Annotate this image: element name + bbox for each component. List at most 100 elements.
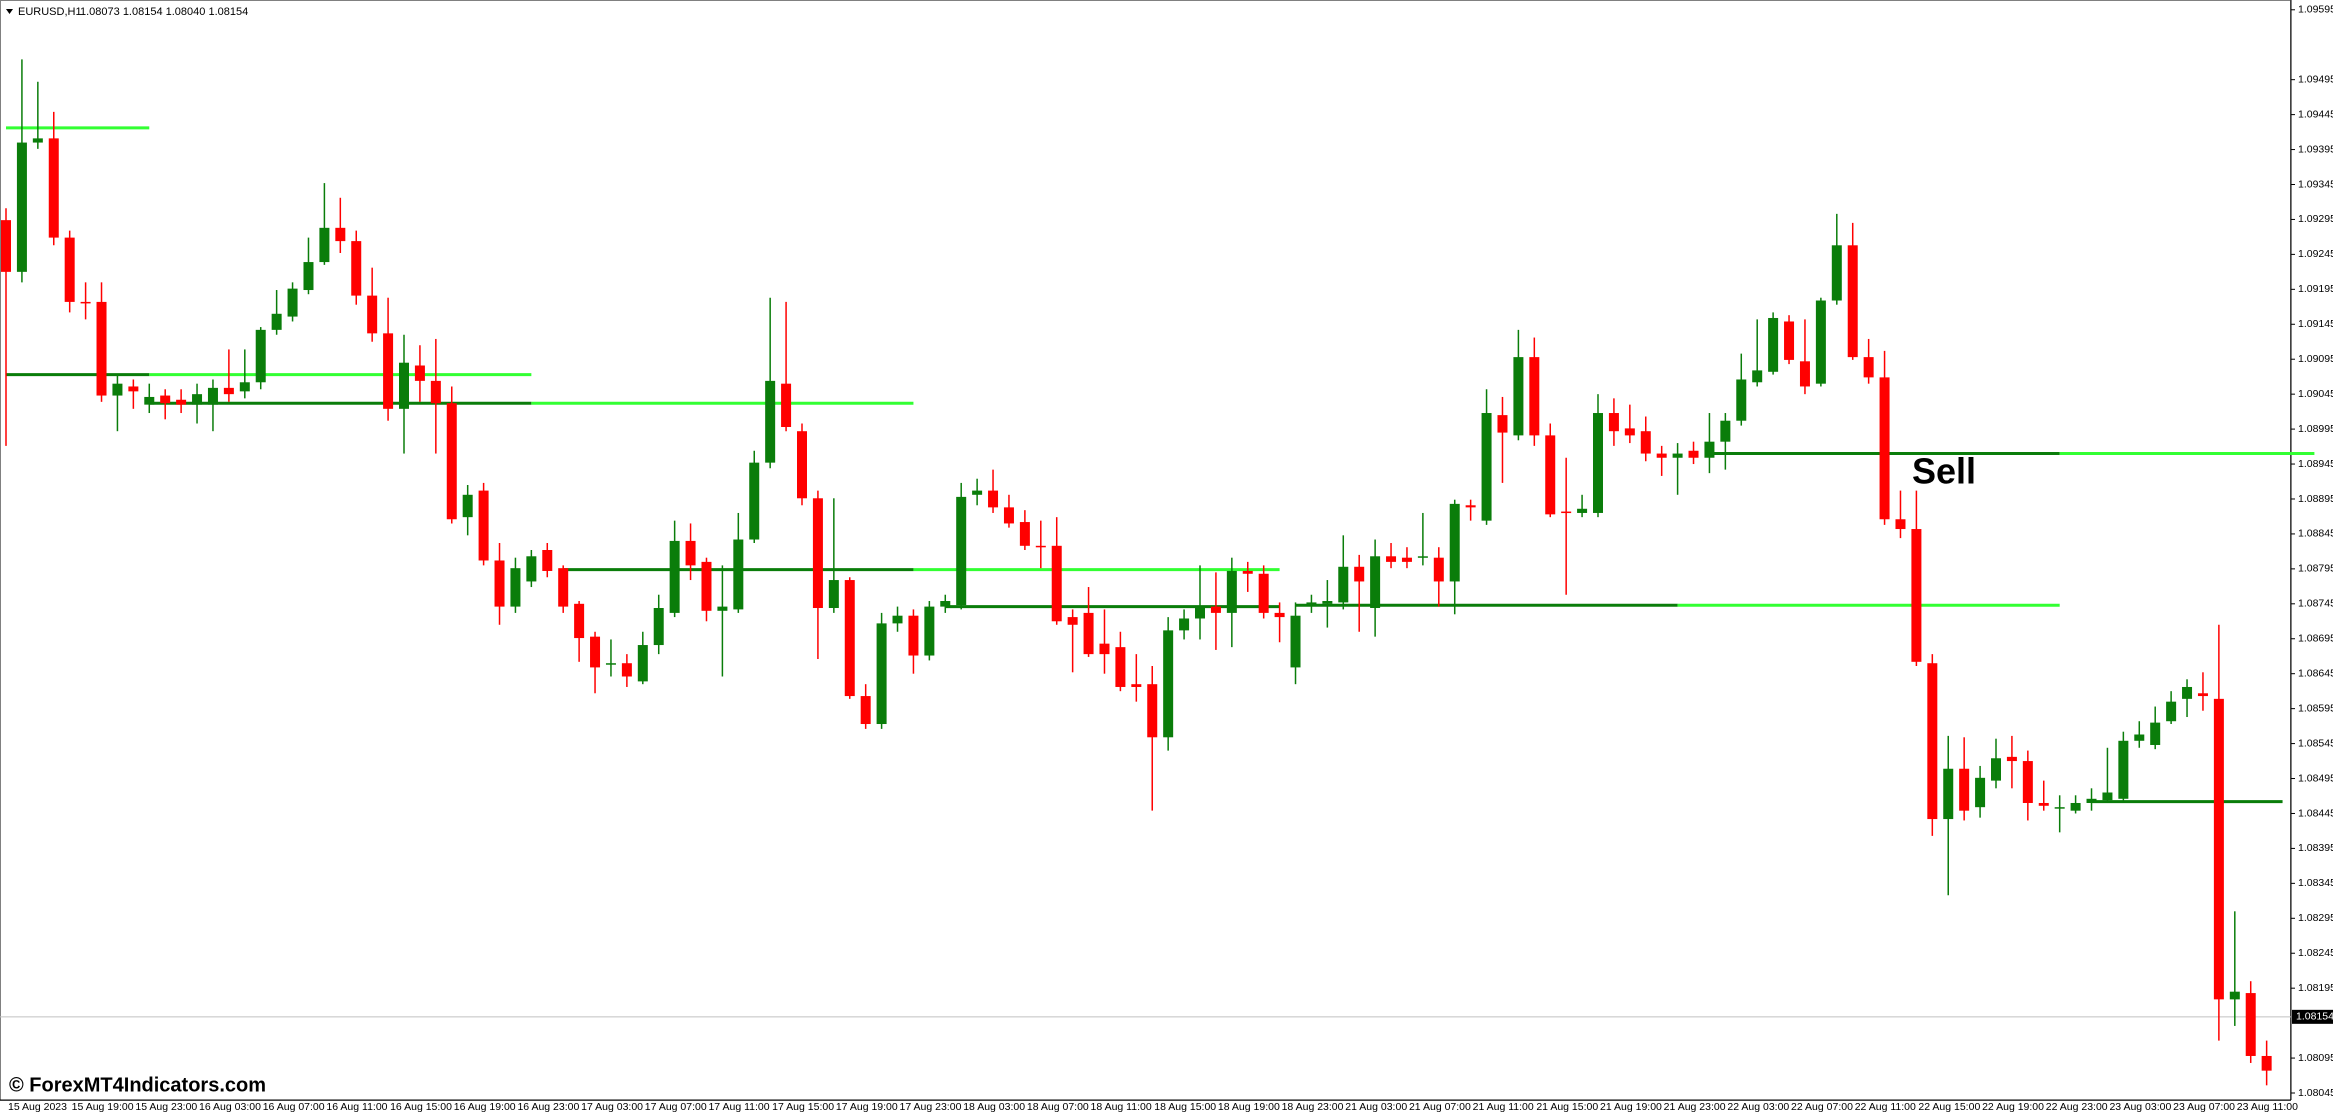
y-tick-label: 1.08595 [2298,702,2333,714]
x-tick-label: 18 Aug 15:00 [1154,1101,1216,1113]
candle-body [510,568,521,607]
x-tick-label: 21 Aug 11:00 [1473,1101,1534,1113]
candle-body [860,696,871,725]
candle-body [749,462,760,540]
y-tick-label: 1.08645 [2298,667,2333,679]
candle-body [1147,684,1158,738]
candle-body [1879,377,1890,520]
menu-triangle[interactable] [6,9,13,14]
candle-body [1529,357,1540,436]
candle-body [1083,612,1094,655]
candle-body [765,380,776,463]
candle-body [128,386,139,392]
candle-body [2197,693,2208,697]
y-tick-label: 1.08295 [2298,912,2333,924]
candle-body [1831,245,1842,301]
x-tick-label: 22 Aug 03:00 [1727,1101,1789,1113]
candle-body [1226,570,1237,613]
symbol-title: EURUSD,H1 [18,6,82,18]
candle-body [351,241,362,296]
candle-body [319,227,330,263]
y-tick-label: 1.08195 [2298,982,2333,994]
candle-body [1608,413,1619,432]
x-tick-label: 17 Aug 23:00 [900,1101,962,1113]
candle-body [892,615,903,624]
candle-body [1131,684,1142,687]
y-tick-label: 1.09495 [2298,73,2333,85]
candle-body [1417,556,1428,558]
candle-body [876,623,887,725]
candle-body [1465,505,1476,508]
candle-body [399,362,409,409]
candle-body [1704,441,1715,458]
x-tick-label: 21 Aug 19:00 [1600,1101,1662,1113]
candle-body [2134,734,2145,741]
candle-body [1577,508,1588,513]
candle-body [2006,756,2017,762]
x-tick-label: 18 Aug 19:00 [1218,1101,1280,1113]
candle-body [1210,606,1221,613]
candle-body [192,394,203,405]
candle-body [1545,435,1556,515]
candle-body [1163,630,1174,738]
candle-body [1768,317,1779,372]
candle-body [2213,698,2224,1000]
candle-body [176,399,187,405]
candle-body [1593,413,1603,513]
candle-body [1959,768,1970,811]
candle-body [1003,507,1014,524]
candle-body [1672,453,1683,458]
candle-body [1991,758,2001,781]
candle-body [574,603,585,639]
candle-body [669,540,680,613]
candle-body [1370,556,1381,609]
y-tick-label: 1.08095 [2298,1052,2333,1064]
x-tick-label: 22 Aug 07:00 [1791,1101,1853,1113]
x-tick-label: 23 Aug 03:00 [2109,1101,2171,1113]
x-tick-label: 22 Aug 11:00 [1855,1101,1916,1113]
candle-body [64,237,75,302]
candle-body [590,636,601,668]
y-tick-label: 1.09295 [2298,213,2333,225]
candle-body [2038,802,2049,806]
y-tick-label: 1.08445 [2298,807,2333,819]
candle-body [1338,566,1349,603]
y-tick-label: 1.08245 [2298,947,2333,959]
y-tick-label: 1.09145 [2298,318,2333,330]
candle-body [2261,1055,2272,1071]
candle-body [2118,740,2129,799]
candle-body [287,288,298,317]
candle-body [1322,601,1333,604]
y-tick-label: 1.08895 [2298,493,2333,505]
signal-label: Sell [1912,451,1976,492]
x-tick-label: 21 Aug 03:00 [1345,1101,1407,1113]
candle-body [908,615,919,656]
y-tick-label: 1.09395 [2298,143,2333,155]
candle-body [48,138,59,238]
candle-body [988,490,999,508]
candle-body [2150,722,2161,745]
candle-body [430,380,441,404]
candle-body [1290,615,1301,668]
candle-body [32,138,43,143]
candle-body [1640,431,1651,454]
y-tick-label: 1.09195 [2298,283,2333,295]
candle-body [621,663,632,677]
x-tick-label: 16 Aug 07:00 [263,1101,325,1113]
candle-body [2022,761,2033,803]
y-tick-label: 1.08945 [2298,458,2333,470]
x-tick-label: 22 Aug 19:00 [1982,1101,2044,1113]
candle-body [1386,556,1397,562]
x-tick-label: 17 Aug 07:00 [645,1101,707,1113]
candle-body [1306,602,1317,606]
candle-body [1035,545,1046,548]
candle-body [542,550,553,571]
candle-body [828,580,839,609]
candle-body [1067,617,1078,625]
candle-body [1624,428,1635,436]
x-tick-label: 16 Aug 19:00 [454,1101,516,1113]
candle-body [1688,450,1699,458]
candle-body [96,301,107,396]
